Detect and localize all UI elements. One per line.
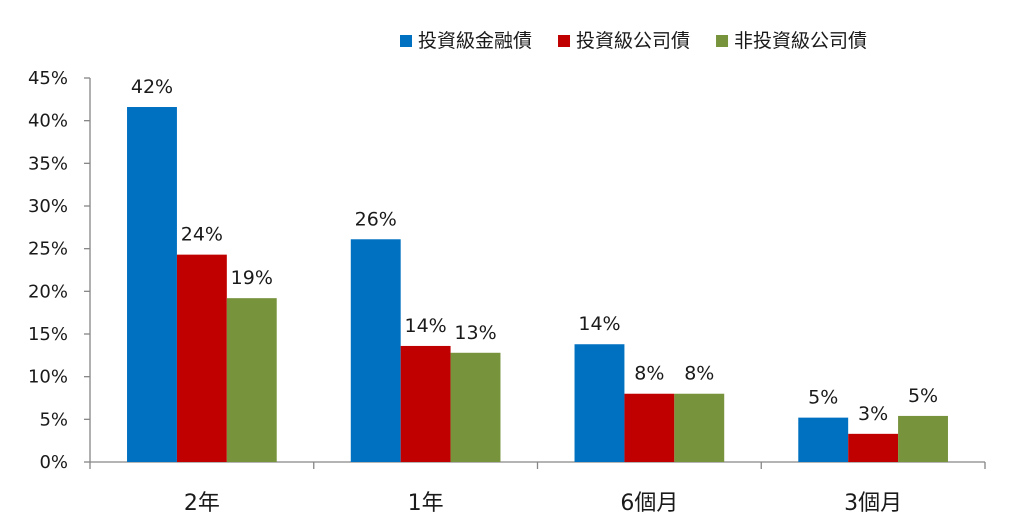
y-tick-label: 0% (39, 452, 68, 473)
data-label: 14% (578, 313, 620, 335)
y-tick-label: 20% (28, 281, 68, 302)
data-label: 13% (454, 322, 496, 344)
legend-label: 非投資級公司債 (734, 30, 867, 52)
data-label: 8% (684, 363, 714, 385)
data-label: 19% (231, 267, 273, 289)
bar (574, 344, 625, 462)
data-label: 24% (181, 224, 223, 246)
legend-swatch (716, 35, 729, 47)
legend-swatch (400, 35, 412, 47)
data-label: 8% (634, 363, 664, 385)
bar (898, 415, 948, 462)
y-tick-label: 15% (28, 324, 68, 345)
data-label: 5% (808, 387, 838, 409)
legend: 投資級金融債 投資級公司債 非投資級公司債 (400, 30, 867, 52)
y-tick-label: 45% (28, 68, 68, 89)
data-labels: 42% 24% 19% 26% 14% 13% 14% 8% 8% 5% 3% 5% (131, 76, 938, 425)
legend-label: 投資級公司債 (576, 30, 690, 52)
data-label: 26% (355, 208, 397, 230)
bar (400, 345, 451, 462)
data-label: 42% (131, 76, 173, 98)
y-tick-label: 25% (28, 239, 68, 260)
y-tick-label: 30% (28, 196, 68, 217)
bar (450, 352, 501, 462)
x-axis: 2年 1年 6個月 3個月 (89, 461, 986, 516)
bar (798, 417, 849, 462)
y-axis: 0% 5% 10% 15% 20% 25% 30% 35% 40% 45% (28, 68, 91, 473)
bars (127, 107, 948, 462)
data-label: 3% (858, 403, 888, 425)
y-tick-label: 5% (39, 409, 68, 430)
bar (127, 107, 177, 462)
bar (226, 298, 277, 462)
bar (848, 433, 899, 462)
y-tick-label: 10% (28, 367, 68, 388)
x-category-label: 1年 (408, 491, 444, 516)
data-label: 14% (405, 315, 447, 337)
legend-label: 投資級金融債 (418, 30, 532, 52)
data-label: 5% (908, 385, 938, 407)
y-tick-label: 40% (28, 111, 68, 132)
x-category-label: 3個月 (844, 491, 902, 516)
x-category-label: 6個月 (620, 491, 678, 516)
bar (350, 239, 401, 462)
bar (674, 393, 725, 462)
y-tick-label: 35% (28, 153, 68, 174)
legend-swatch (558, 35, 571, 47)
x-category-label: 2年 (184, 491, 220, 516)
bar (624, 393, 675, 462)
bar (176, 254, 227, 462)
